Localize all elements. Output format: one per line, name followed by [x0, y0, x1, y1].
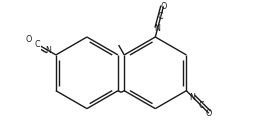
Text: N: N [45, 46, 51, 55]
Text: O: O [25, 35, 32, 44]
Text: N: N [190, 93, 196, 102]
Text: O: O [206, 109, 212, 118]
Text: C: C [198, 101, 204, 110]
Text: N: N [155, 24, 161, 33]
Text: C: C [158, 12, 164, 21]
Text: O: O [160, 2, 167, 11]
Text: C: C [35, 40, 40, 49]
